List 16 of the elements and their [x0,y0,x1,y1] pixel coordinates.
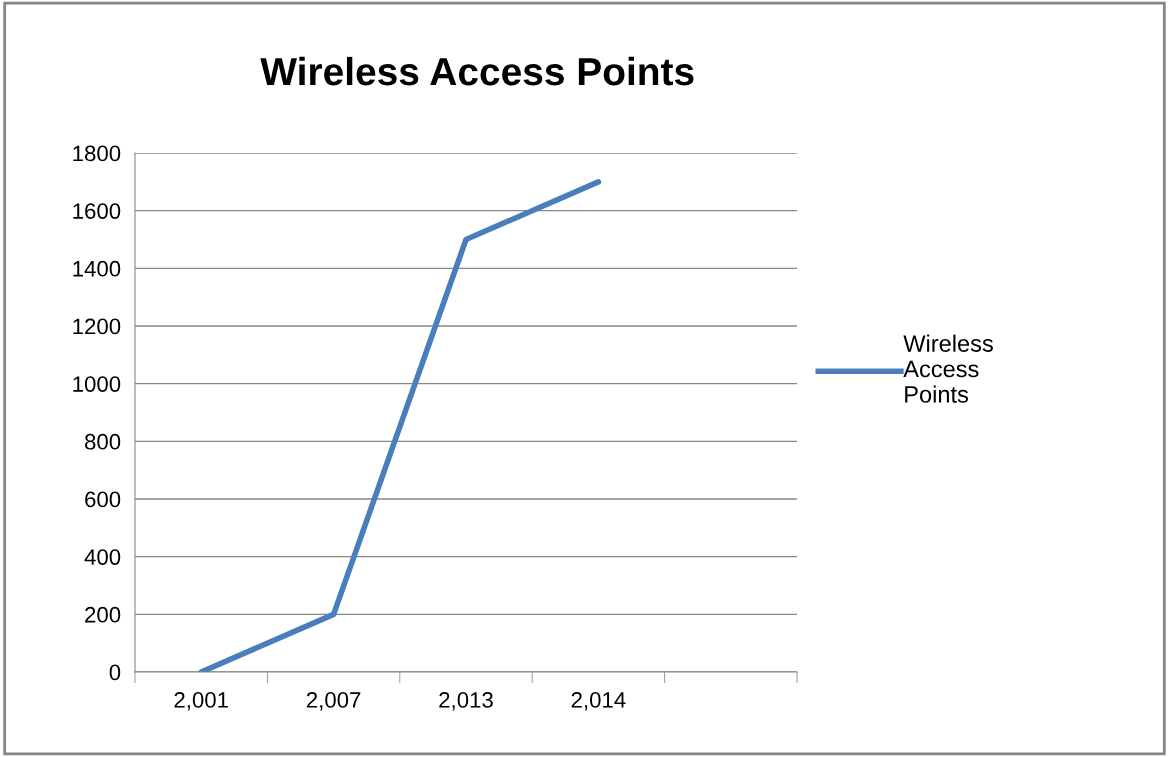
y-tick-label: 0 [109,664,121,681]
y-tick-label: 1800 [73,145,121,162]
y-tick-label: 1200 [73,318,121,335]
chart-title: Wireless Access Points [260,56,694,86]
y-tick-label: 600 [85,491,121,508]
x-tick-label: 2,001 [174,692,228,711]
legend-label: Wireless Access Points [903,334,993,403]
y-tick-label: 400 [84,549,121,565]
x-tick-label: 2,014 [571,692,626,711]
y-tick-label: 1000 [73,376,121,392]
x-tick-label: 2,007 [306,692,361,711]
y-tick-label: 1600 [73,203,121,219]
y-tick-label: 200 [85,606,121,623]
x-tick-label: 2,013 [439,692,493,711]
y-tick-label: 800 [85,433,121,450]
y-tick-label: 1400 [73,260,121,277]
